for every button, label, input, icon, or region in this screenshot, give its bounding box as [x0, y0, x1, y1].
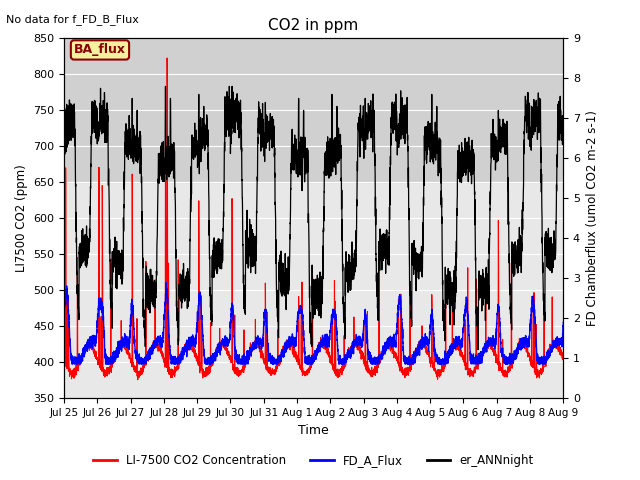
Y-axis label: FD Chamberflux (umol CO2 m-2 s-1): FD Chamberflux (umol CO2 m-2 s-1) — [586, 110, 598, 326]
Title: CO2 in ppm: CO2 in ppm — [268, 18, 359, 33]
Text: BA_flux: BA_flux — [74, 44, 126, 57]
X-axis label: Time: Time — [298, 424, 329, 437]
Bar — [64, 38, 563, 182]
Legend: LI-7500 CO2 Concentration, FD_A_Flux, er_ANNnight: LI-7500 CO2 Concentration, FD_A_Flux, er… — [88, 449, 539, 472]
Y-axis label: LI7500 CO2 (ppm): LI7500 CO2 (ppm) — [15, 165, 28, 272]
Text: No data for f_FD_B_Flux: No data for f_FD_B_Flux — [6, 14, 140, 25]
